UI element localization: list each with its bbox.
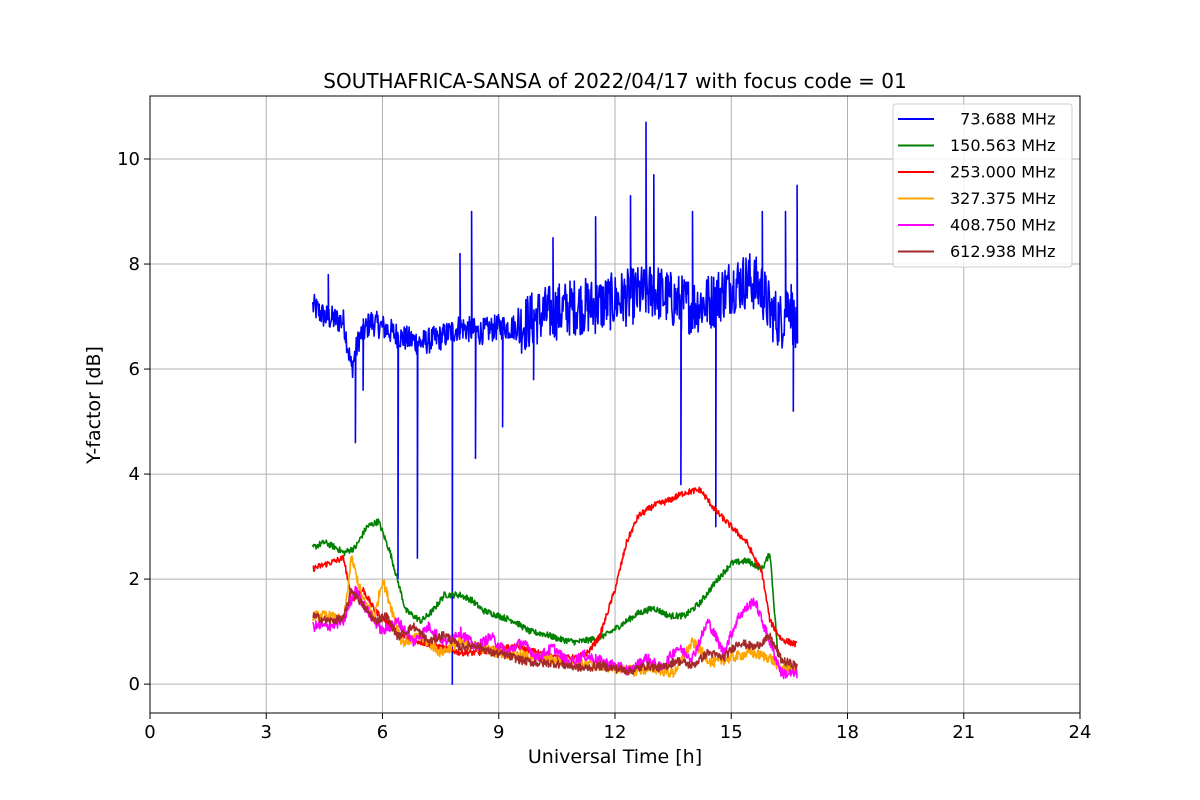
y-tick-label: 4 — [129, 464, 140, 485]
legend-box — [892, 103, 1073, 268]
legend-label: 612.938 MHz — [950, 242, 1055, 261]
x-tick-label: 24 — [1069, 722, 1092, 743]
x-tick-label: 6 — [377, 722, 388, 743]
y-tick-label: 0 — [129, 674, 140, 695]
y-axis-label: Y-factor [dB] — [83, 346, 105, 465]
x-tick-label: 15 — [720, 722, 743, 743]
chart-title: SOUTHAFRICA-SANSA of 2022/04/17 with foc… — [323, 69, 907, 93]
legend-label: 150.563 MHz — [950, 136, 1055, 155]
legend-label: 73.688 MHz — [950, 110, 1055, 129]
series-line-5 — [312, 588, 798, 676]
x-tick-label: 21 — [952, 722, 975, 743]
y-tick-label: 2 — [129, 569, 140, 590]
series-line-0 — [312, 121, 799, 685]
y-tick-label: 10 — [117, 149, 140, 170]
x-tick-label: 3 — [261, 722, 272, 743]
y-tick-label: 6 — [129, 359, 140, 380]
legend-label: 408.750 MHz — [950, 216, 1055, 235]
series-line-3 — [312, 555, 798, 678]
x-tick-label: 9 — [493, 722, 504, 743]
legend-label: 327.375 MHz — [950, 189, 1055, 208]
x-tick-label: 0 — [144, 722, 155, 743]
x-axis-label: Universal Time [h] — [528, 746, 702, 768]
legend-label: 253.000 MHz — [950, 163, 1055, 182]
x-tick-label: 18 — [836, 722, 859, 743]
series-layer — [312, 121, 799, 685]
series-line-1 — [312, 518, 798, 676]
x-tick-label: 12 — [604, 722, 627, 743]
legend: 73.688 MHz 150.563 MHz 253.000 MHz 327.375 … — [892, 103, 1073, 268]
y-tick-label: 8 — [129, 254, 140, 275]
